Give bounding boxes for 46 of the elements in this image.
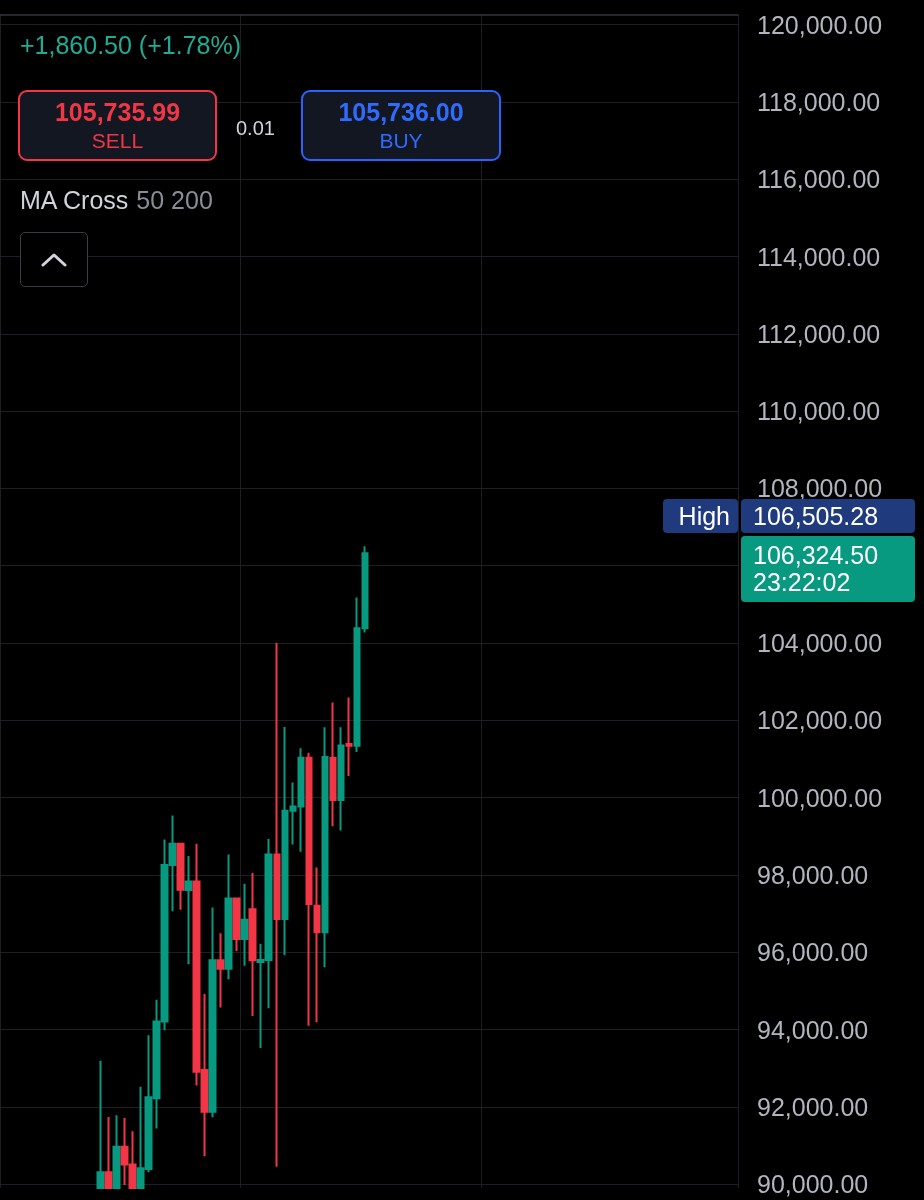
candlestick	[313, 866, 321, 1024]
y-tick-label: 118,000.00	[757, 87, 881, 116]
annotation: BUY	[379, 129, 423, 152]
buy-button: 105,736.00 BUY	[301, 90, 501, 161]
annotation: +1,860.50 (+1.78%)	[20, 31, 241, 59]
candlestick	[248, 872, 257, 1018]
candlestick	[273, 642, 281, 1168]
y-tick-label: 90,000.00	[757, 1170, 869, 1199]
candlestick	[329, 701, 337, 828]
candlestick	[216, 932, 225, 1009]
annotation: SELL	[91, 129, 144, 152]
annotation: 0.01	[236, 117, 275, 139]
y-tick-label: 112,000.00	[757, 319, 881, 348]
candlestick	[232, 896, 241, 953]
y-tick-label: 98,000.00	[757, 860, 869, 889]
candlestick	[96, 1059, 105, 1189]
candlestick	[305, 751, 313, 1027]
high-price-tag: 106,505.28	[741, 499, 915, 534]
candlestick	[321, 726, 329, 969]
candlestick	[224, 853, 233, 981]
high-name-tag: High	[663, 499, 738, 534]
y-tick-label: 102,000.00	[757, 706, 883, 735]
y-tick-label: 120,000.00	[757, 10, 883, 39]
annotation: MA Cross	[20, 186, 129, 214]
annotation: 50 200	[136, 186, 213, 214]
candlestick	[345, 696, 353, 777]
candlestick	[112, 1114, 121, 1189]
y-tick-label: 116,000.00	[757, 165, 881, 194]
y-tick-label: 104,000.00	[757, 629, 883, 658]
annotation: High	[678, 501, 730, 530]
candlestick	[104, 1115, 113, 1189]
annotation: 105,735.99	[54, 98, 181, 126]
candlestick	[176, 841, 185, 911]
annotation: 105,736.00	[338, 98, 464, 126]
y-tick-label: 92,000.00	[757, 1092, 869, 1121]
y-tick-label: 94,000.00	[757, 1015, 869, 1044]
y-tick-label: 114,000.00	[757, 242, 881, 271]
sell-button: 105,735.99 SELL	[18, 90, 217, 161]
candlestick	[208, 906, 217, 1119]
y-tick-label: 110,000.00	[757, 397, 881, 426]
candlestick	[240, 882, 249, 967]
y-tick-label: 96,000.00	[757, 938, 869, 967]
price-tag: 106,324.50 23:22:02	[741, 536, 915, 603]
y-tick-label: 100,000.00	[757, 783, 883, 812]
candlestick	[184, 855, 193, 966]
candlestick	[337, 726, 345, 832]
